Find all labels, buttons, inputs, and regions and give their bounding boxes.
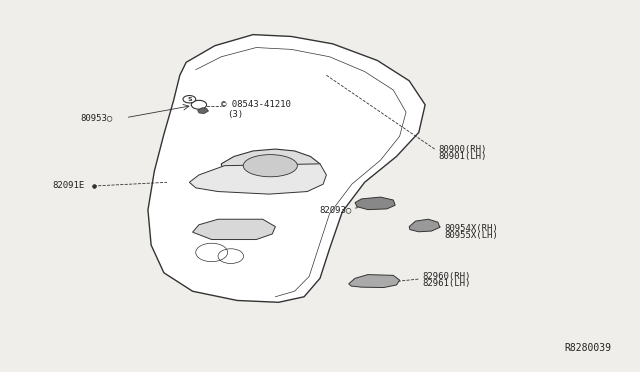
Polygon shape <box>189 164 326 194</box>
Text: R8280039: R8280039 <box>564 343 611 353</box>
Text: © 08543-41210: © 08543-41210 <box>221 100 291 109</box>
Text: 82961(LH): 82961(LH) <box>422 279 470 288</box>
Polygon shape <box>148 35 425 302</box>
Text: 82960(RH): 82960(RH) <box>422 272 470 281</box>
Polygon shape <box>198 108 209 113</box>
Circle shape <box>191 100 207 109</box>
Polygon shape <box>355 197 395 210</box>
Text: 82091E: 82091E <box>52 182 84 190</box>
Text: 82093○: 82093○ <box>319 205 352 215</box>
Text: 80901(LH): 80901(LH) <box>438 152 486 161</box>
Text: S: S <box>187 97 192 102</box>
Ellipse shape <box>243 155 298 177</box>
Polygon shape <box>349 275 399 288</box>
Text: 80900(RH): 80900(RH) <box>438 145 486 154</box>
Text: 80955X(LH): 80955X(LH) <box>444 231 498 240</box>
Polygon shape <box>193 219 275 240</box>
Polygon shape <box>221 149 320 182</box>
Text: 80953○: 80953○ <box>81 113 113 122</box>
Circle shape <box>183 96 196 103</box>
Text: 80954X(RH): 80954X(RH) <box>444 224 498 233</box>
Polygon shape <box>409 219 440 232</box>
Text: (3): (3) <box>228 109 244 119</box>
